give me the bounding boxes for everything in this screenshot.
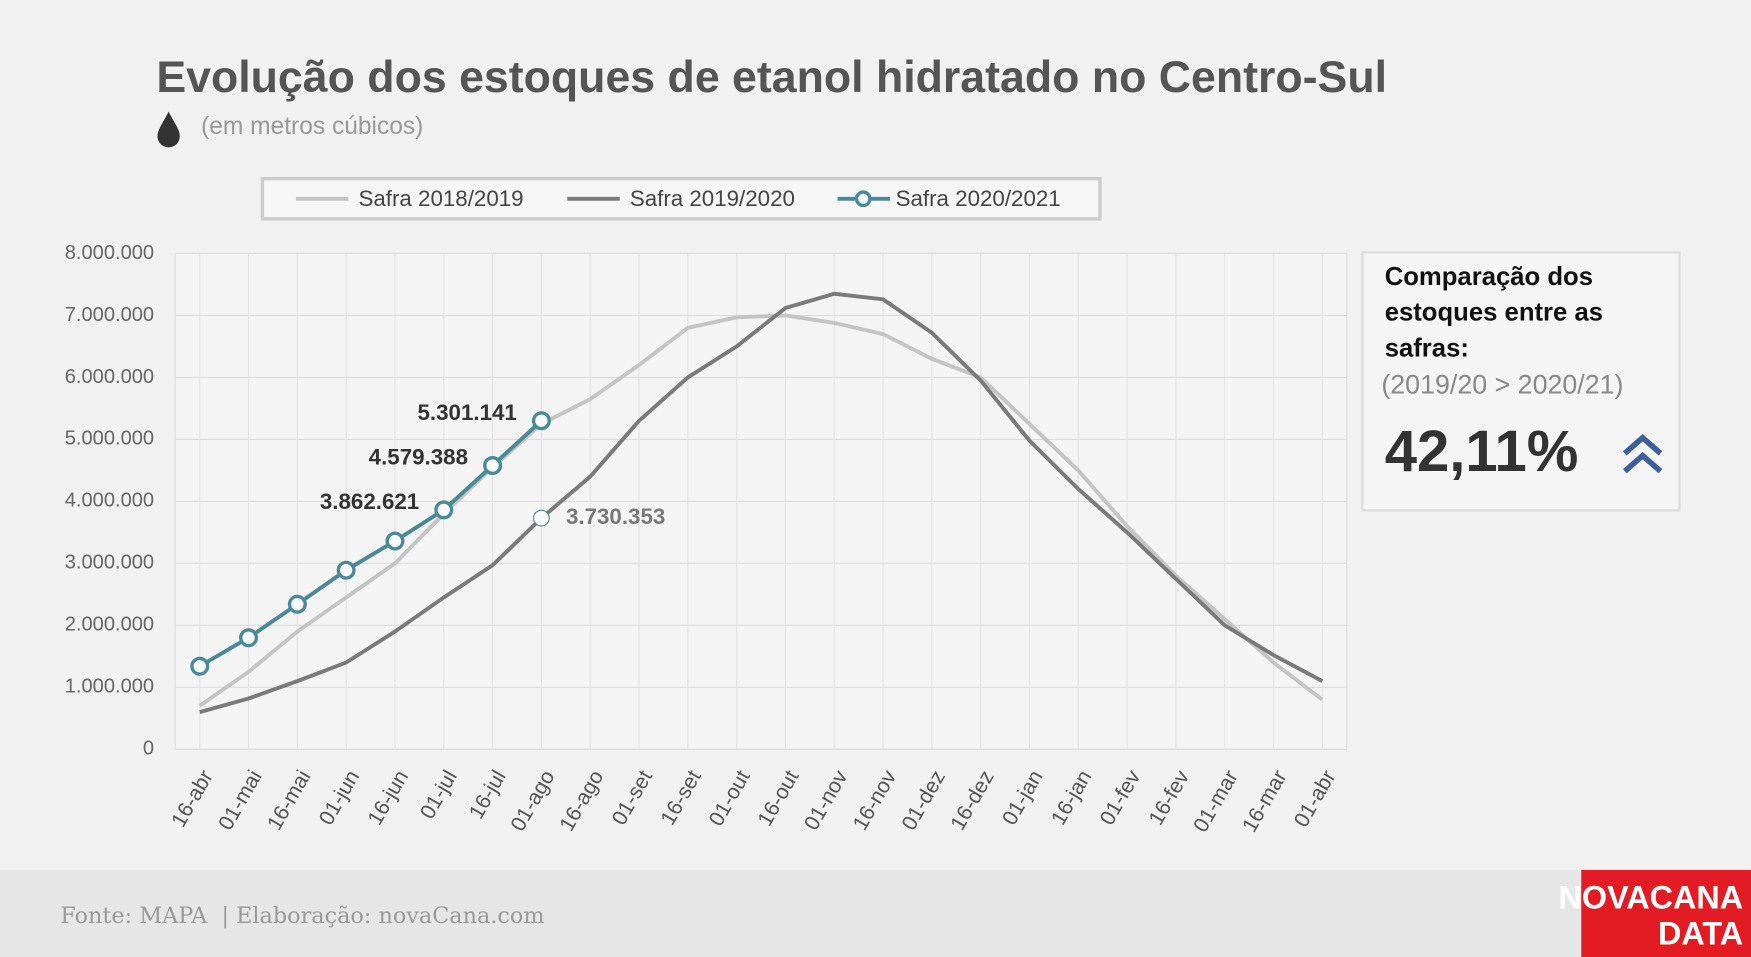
panel-title: safras: [1385,334,1469,362]
source: Fonte: MAPA | Elaboração: novaCana.com [60,903,544,929]
legend-box [260,176,1102,221]
series-line [198,313,1324,708]
chart-subtitle: (em metros cúbicos) [201,113,423,140]
point [483,455,503,475]
data-label: 5.301.141 [417,400,516,425]
panel-value: 42,11% [1385,419,1579,484]
y-tick-label: 1.000.000 [65,676,154,698]
panel-title: Comparação dos [1385,263,1593,291]
point [190,656,210,676]
y-tick-label: 0 [143,738,154,760]
y-tick-label: 2.000.000 [65,614,154,636]
point [533,509,550,527]
y-tick-label: 6.000.000 [65,366,154,388]
point [434,500,454,520]
logo-text: NOVACANA [1559,880,1744,916]
series-line [199,291,1324,714]
y-tick-label: 5.000.000 [65,428,154,450]
y-tick-label: 8.000.000 [65,242,154,264]
y-tick-label: 4.000.000 [65,490,154,512]
data-label: 4.579.388 [369,445,468,470]
drop-icon [157,111,180,148]
data-label: 3.862.621 [320,489,419,514]
point [385,531,405,551]
y-tick-label: 7.000.000 [65,304,154,326]
point [287,594,307,614]
legend-label: Safra 2019/2020 [630,186,795,211]
point [336,560,356,580]
logo [1581,869,1751,957]
legend-marker [854,190,872,208]
panel-note: (2019/20 > 2020/21) [1381,369,1623,399]
data-label: 3.730.353 [566,504,665,529]
series-line [198,419,543,668]
up-icon [1622,434,1663,474]
legend-label: Safra 2018/2019 [358,186,523,211]
legend-label: Safra 2020/2021 [896,186,1061,211]
y-tick-label: 3.000.000 [65,552,154,574]
footer [0,869,1751,957]
panel-title: estoques entre as [1385,299,1603,327]
logo-text: DATA [1658,915,1743,951]
point [239,628,259,648]
point [531,411,551,431]
chart-title: Evolução dos estoques de etanol hidratad… [156,53,1387,102]
